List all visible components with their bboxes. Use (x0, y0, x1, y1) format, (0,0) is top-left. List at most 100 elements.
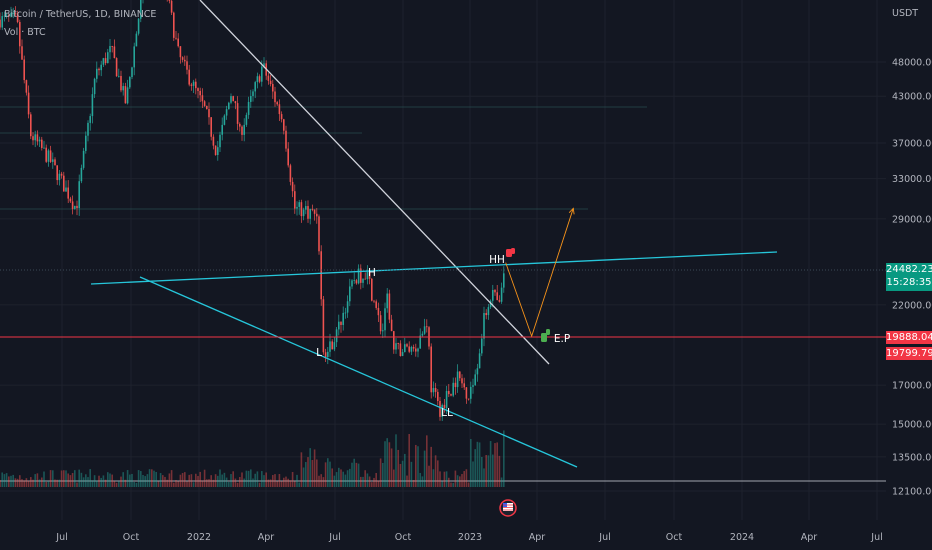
volume-bar (151, 469, 153, 487)
volume-bar (1, 472, 3, 487)
descending-trendline (199, 0, 550, 365)
volume-bar (12, 474, 14, 487)
candle-body (302, 209, 305, 217)
volume-bar (104, 479, 107, 487)
candle-body (19, 22, 21, 47)
volume-indicator-label[interactable]: Vol · BTC (4, 27, 46, 38)
candle-body (342, 312, 344, 325)
volume-bar (41, 477, 43, 487)
candle-body (245, 114, 248, 125)
volume-bar (52, 470, 54, 487)
volume-bar (397, 449, 399, 487)
thumbs-up-icon-tip (546, 329, 550, 335)
volume-bar (93, 475, 96, 487)
candle-body (212, 136, 215, 146)
candle-body (113, 46, 116, 59)
y-tick-label: 48000.00 (892, 58, 932, 69)
candle-body (423, 326, 426, 334)
volume-bar (419, 472, 421, 487)
candle-body (170, 0, 173, 13)
candle-body (500, 287, 503, 302)
candle-body (1, 16, 3, 28)
volume-bar (344, 474, 347, 487)
volume-bar (432, 469, 435, 487)
candle-body (12, 13, 14, 14)
volume-bar (485, 454, 487, 487)
volume-bar (461, 474, 463, 487)
volume-bar (208, 479, 210, 487)
volume-bar (5, 473, 8, 487)
volume-bar (443, 471, 446, 487)
volume-bar (80, 472, 83, 487)
candle-body (109, 46, 111, 53)
volume-bar (82, 477, 85, 487)
candle-body (456, 371, 459, 388)
volume-bar (135, 482, 138, 487)
candle-body (443, 404, 446, 409)
candle-body (38, 139, 41, 142)
volume-bar (60, 470, 63, 487)
volume-bar (133, 481, 135, 487)
volume-bar (342, 471, 344, 487)
candle-body (54, 159, 56, 166)
volume-bar (498, 455, 501, 487)
candle-body (344, 312, 347, 314)
candle-body (14, 13, 17, 14)
candle-body (463, 383, 465, 388)
y-tick-label: 13500.00 (892, 452, 932, 463)
volume-bar (386, 438, 388, 487)
volume-bar (159, 473, 162, 487)
volume-bar (252, 478, 254, 487)
x-tick-label: Oct (123, 532, 140, 543)
candle-body (243, 124, 245, 135)
candle-body (404, 344, 406, 353)
candle-body (74, 205, 76, 209)
candle-body (254, 82, 256, 92)
candle-body (476, 368, 479, 375)
volume-bar (153, 470, 155, 487)
candle-body (91, 94, 94, 117)
volume-bar (494, 443, 496, 487)
x-tick-label: Apr (258, 532, 275, 543)
volume-bar (335, 472, 338, 487)
volume-bar (355, 462, 358, 487)
candle-body (60, 173, 63, 176)
volume-bar (324, 462, 327, 487)
candle-body (247, 101, 250, 115)
volume-bar (30, 477, 32, 487)
candle-body (397, 343, 399, 344)
candle-body (294, 191, 296, 209)
volume-bar (230, 474, 232, 487)
candle-body (417, 348, 419, 352)
volume-bar (318, 475, 320, 487)
candle-body (322, 299, 325, 353)
candle-body (432, 388, 435, 393)
volume-bar (157, 481, 160, 487)
volume-bar (85, 474, 87, 487)
candle-body (45, 147, 47, 162)
candle-body (285, 130, 287, 149)
volume-bar (390, 448, 393, 487)
candle-body (331, 341, 333, 350)
volume-bar (217, 475, 219, 487)
volume-bar (67, 473, 69, 487)
volume-bar (144, 476, 146, 487)
candle-body (181, 57, 184, 60)
volume-bar (203, 469, 206, 487)
volume-bar (294, 481, 296, 487)
volume-bar (421, 476, 424, 487)
volume-bar (232, 471, 234, 487)
volume-bar (382, 462, 384, 487)
candle-body (408, 346, 410, 352)
last-price-tag: 24482.23 15:28:35 (886, 263, 932, 291)
volume-bar (14, 478, 17, 487)
candle-body (441, 404, 443, 417)
volume-bar (87, 477, 89, 487)
candle-body (390, 319, 393, 332)
y-tick-label: 33000.00 (892, 174, 932, 185)
volume-bar (272, 475, 274, 487)
volume-bar (102, 475, 105, 487)
candle-body (283, 119, 285, 131)
